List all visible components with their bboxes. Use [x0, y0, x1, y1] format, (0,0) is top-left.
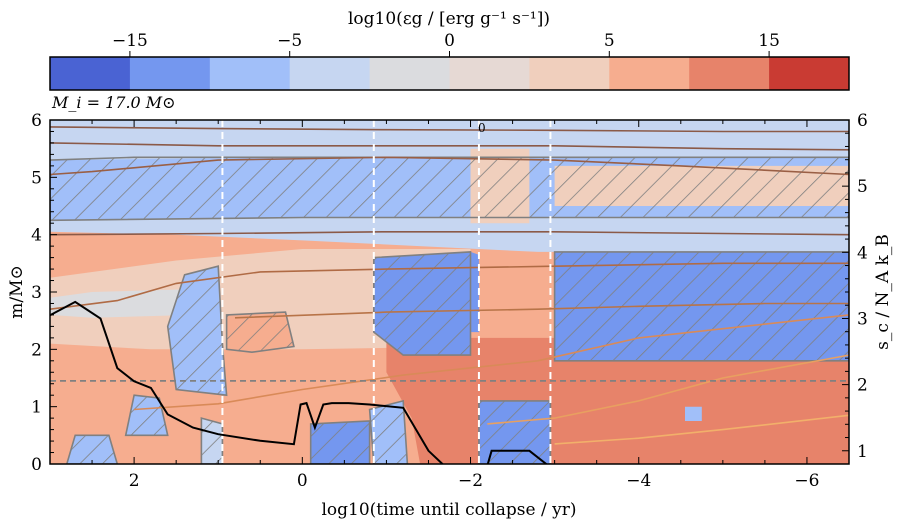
colorbar-bin	[769, 57, 850, 90]
right-tick-label: 4	[857, 243, 868, 263]
colorbar-tick-label: 15	[758, 31, 780, 51]
colorbar-bin	[689, 57, 770, 90]
entropy-contour	[50, 262, 849, 310]
x-axis-ticks: 2 0 −2 −4 −6	[49, 120, 850, 491]
right-tick-label: 6	[857, 111, 868, 131]
right-tick-label: 3	[857, 309, 868, 329]
colorbar-bins	[50, 57, 850, 90]
right-axis-ticks: 1 2 3 4 5 6	[842, 111, 868, 462]
left-tick-label: 0	[31, 455, 42, 475]
x-tick-label: 0	[297, 471, 308, 491]
contour-label: 0	[478, 121, 486, 135]
colorbar-bin	[369, 57, 450, 90]
energy-region	[470, 251, 479, 333]
entropy-contour	[134, 314, 849, 411]
colorbar-bin	[609, 57, 690, 90]
colorbar-bin	[129, 57, 211, 90]
hatch-region	[65, 434, 119, 464]
left-tick-label: 3	[31, 283, 42, 303]
x-tick-label: −4	[626, 471, 651, 491]
central-entropy-line	[50, 300, 548, 464]
colorbar-bin	[209, 57, 291, 90]
colorbar-bin	[529, 57, 610, 90]
entropy-contour	[50, 231, 849, 236]
energy-region	[50, 289, 193, 318]
initial-mass-label: M_i = 17.0 M⊙	[51, 93, 176, 112]
entropy-contour	[50, 142, 849, 151]
hatch-region	[166, 265, 228, 397]
colorbar-tick-labels: −15 −5 0 5 15	[112, 31, 780, 57]
entropy-contour	[234, 302, 849, 319]
convective-hatch-regions	[50, 156, 849, 464]
colorbar-label: log10(εg / [erg g⁻¹ s⁻¹])	[348, 9, 550, 29]
entropy-contour	[487, 354, 849, 425]
hatch-region	[478, 400, 552, 464]
energy-region	[50, 249, 471, 350]
colorbar-tick-label: 0	[444, 31, 455, 51]
hatch-region	[225, 311, 295, 354]
colorbar-tick-label: 5	[604, 31, 615, 51]
right-tick-label: 5	[857, 177, 868, 197]
left-tick-label: 1	[31, 398, 42, 418]
right-tick-label: 2	[857, 376, 868, 396]
left-axis-label: m/M⊙	[7, 265, 27, 319]
left-tick-label: 2	[31, 340, 42, 360]
left-tick-label: 5	[31, 168, 42, 188]
left-tick-label: 4	[31, 226, 42, 246]
x-tick-label: −6	[794, 471, 819, 491]
entropy-contour	[50, 126, 849, 133]
colorbar-frame	[49, 56, 850, 91]
colorbar-bin	[449, 57, 530, 90]
colorbar-tick-label: −5	[277, 31, 302, 51]
dashed-vertical-lines	[221, 120, 552, 464]
hatch-region	[553, 251, 849, 362]
right-axis-label: s_c / N_A k_B	[873, 234, 893, 350]
hatch-region	[368, 399, 409, 464]
hatch-region	[50, 156, 849, 222]
colorbar-tick-label: −15	[112, 31, 148, 51]
entropy-contour	[554, 414, 849, 445]
left-tick-label: 6	[31, 111, 42, 131]
energy-region	[685, 406, 702, 421]
x-axis-label: log10(time until collapse / yr)	[321, 500, 576, 520]
x-tick-label: −2	[458, 471, 483, 491]
entropy-contour	[50, 156, 849, 176]
hatch-region	[309, 420, 371, 464]
colorbar-bin	[289, 57, 371, 90]
hatch-region	[372, 251, 472, 356]
hatch-region	[200, 417, 224, 464]
left-axis-ticks: 0 1 2 3 4 5 6	[31, 111, 57, 475]
hatch-region	[124, 394, 169, 437]
plot-area: 0	[50, 120, 849, 464]
right-tick-label: 1	[857, 442, 868, 462]
entropy-contours	[50, 126, 849, 445]
colorbar-bin	[50, 57, 131, 90]
x-tick-label: 2	[129, 471, 140, 491]
